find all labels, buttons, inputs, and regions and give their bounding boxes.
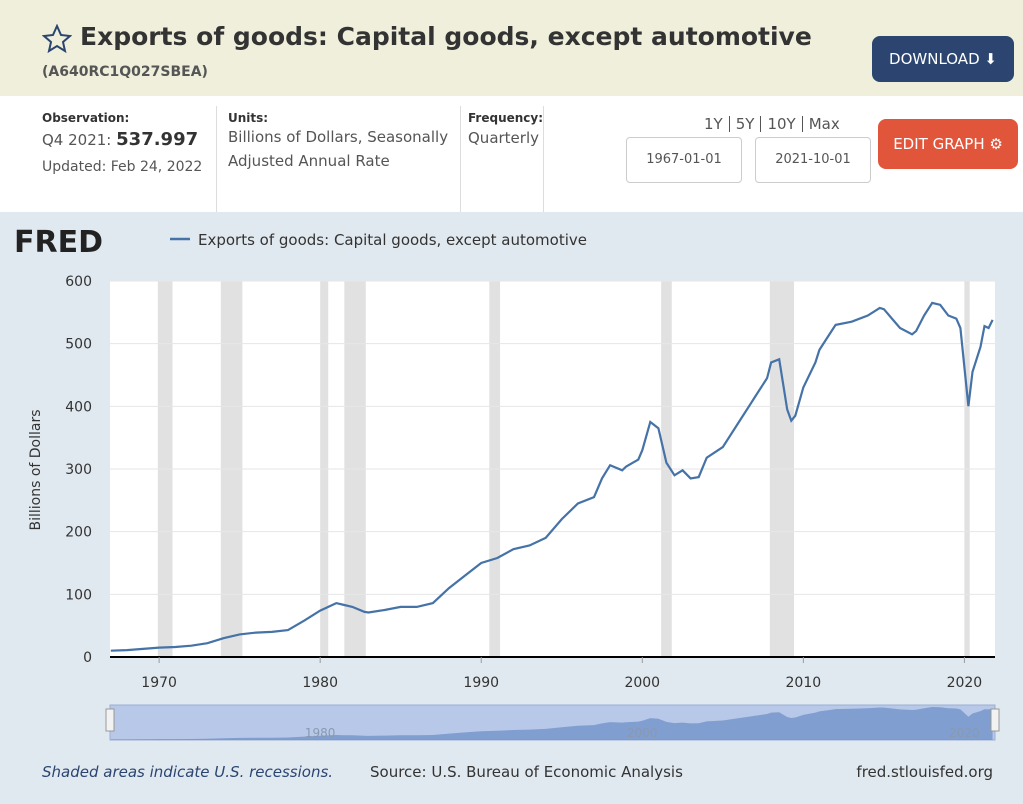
edit-graph-button[interactable]: EDIT GRAPH ⚙	[878, 119, 1018, 169]
y-tick-label: 300	[65, 462, 92, 478]
observation: Q4 2021: 537.997	[42, 128, 198, 152]
logo: FRED	[14, 225, 103, 260]
favorite-star[interactable]	[42, 24, 72, 54]
range-link[interactable]: 1Y	[704, 115, 723, 133]
divider	[460, 106, 461, 212]
range-links: 1Y 5Y 10Y Max	[698, 116, 846, 132]
x-tick-label: 1980	[302, 675, 338, 691]
download-button[interactable]: DOWNLOAD ⬇	[872, 36, 1014, 82]
series-line	[110, 301, 994, 652]
end-date[interactable]: 2021-10-01	[755, 137, 871, 183]
download-label: DOWNLOAD	[889, 50, 980, 68]
site: fred.stlouisfed.org	[856, 763, 993, 781]
edit-graph-label: EDIT GRAPH	[893, 135, 985, 153]
divider	[543, 106, 544, 212]
range-link[interactable]: Max	[801, 116, 846, 132]
legend-label: Exports of goods: Capital goods, except …	[198, 231, 587, 249]
series-id: (A640RC1Q027SBEA)	[42, 64, 208, 80]
units: Billions of Dollars, Seasonally Adjusted…	[228, 128, 449, 170]
source: Source: U.S. Bureau of Economic Analysis	[370, 763, 683, 781]
x-tick-label: 2020	[947, 675, 983, 691]
y-axis-label: Billions of Dollars	[28, 409, 44, 530]
navigator-handle[interactable]	[105, 708, 115, 732]
x-tick-label: 2000	[624, 675, 660, 691]
frequency-label: Frequency:	[468, 111, 544, 125]
navigator-tick-label: 2000	[627, 726, 658, 740]
x-tick-label: 2010	[786, 675, 822, 691]
observation-label: Observation:	[42, 111, 130, 125]
y-tick-label: 500	[65, 337, 92, 353]
navigator-handle[interactable]	[990, 708, 1000, 732]
y-tick-label: 200	[65, 525, 92, 541]
chart-panel: FRED Billions of Dollars Shaded areas in…	[0, 212, 1023, 804]
header: Exports of goods: Capital goods, except …	[0, 0, 1023, 96]
start-date[interactable]: 1967-01-01	[626, 137, 742, 183]
divider	[216, 106, 217, 212]
title: Exports of goods: Capital goods, except …	[80, 22, 812, 51]
y-tick-label: 0	[83, 650, 92, 666]
frequency: Quarterly	[468, 129, 539, 147]
observation-value: 537.997	[116, 129, 199, 150]
range-link[interactable]: 10Y	[760, 116, 801, 132]
y-tick-label: 600	[65, 274, 92, 290]
units-label: Units:	[228, 111, 269, 125]
observation-period: Q4 2021:	[42, 131, 112, 149]
x-tick-label: 1990	[463, 675, 499, 691]
x-tick-label: 1970	[141, 675, 177, 691]
updated: Updated: Feb 24, 2022	[42, 159, 203, 175]
recession-note: Shaded areas indicate U.S. recessions.	[42, 763, 333, 781]
range-link[interactable]: 5Y	[728, 116, 761, 132]
navigator-area	[110, 707, 993, 740]
y-tick-label: 400	[65, 399, 92, 415]
y-tick-label: 100	[65, 587, 92, 603]
navigator-tick-label: 2020	[949, 726, 980, 740]
navigator-tick-label: 1980	[305, 726, 336, 740]
